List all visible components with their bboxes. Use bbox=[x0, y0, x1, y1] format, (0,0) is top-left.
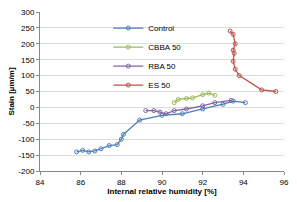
svg-text:90: 90 bbox=[158, 178, 167, 187]
svg-text:0: 0 bbox=[30, 103, 35, 112]
svg-text:96: 96 bbox=[280, 178, 289, 187]
svg-text:Internal relative humidity [%]: Internal relative humidity [%] bbox=[107, 187, 217, 196]
svg-text:92: 92 bbox=[198, 178, 207, 187]
svg-text:200: 200 bbox=[21, 40, 35, 49]
svg-text:-150: -150 bbox=[18, 151, 35, 160]
svg-text:ES 50: ES 50 bbox=[148, 81, 170, 90]
svg-text:100: 100 bbox=[21, 71, 35, 80]
svg-text:CBBA 50: CBBA 50 bbox=[148, 43, 181, 52]
svg-text:Stain [µm/m]: Stain [µm/m] bbox=[7, 67, 16, 116]
svg-text:94: 94 bbox=[239, 178, 248, 187]
svg-text:50: 50 bbox=[25, 87, 34, 96]
svg-text:-200: -200 bbox=[18, 167, 35, 176]
svg-text:RBA 50: RBA 50 bbox=[148, 62, 176, 71]
svg-text:84: 84 bbox=[36, 178, 45, 187]
svg-text:250: 250 bbox=[21, 24, 35, 33]
svg-text:86: 86 bbox=[76, 178, 85, 187]
svg-text:Control: Control bbox=[148, 24, 174, 33]
svg-text:88: 88 bbox=[117, 178, 126, 187]
svg-text:300: 300 bbox=[21, 8, 35, 17]
svg-text:-50: -50 bbox=[23, 119, 35, 128]
svg-text:-100: -100 bbox=[18, 135, 35, 144]
svg-text:150: 150 bbox=[21, 56, 35, 65]
